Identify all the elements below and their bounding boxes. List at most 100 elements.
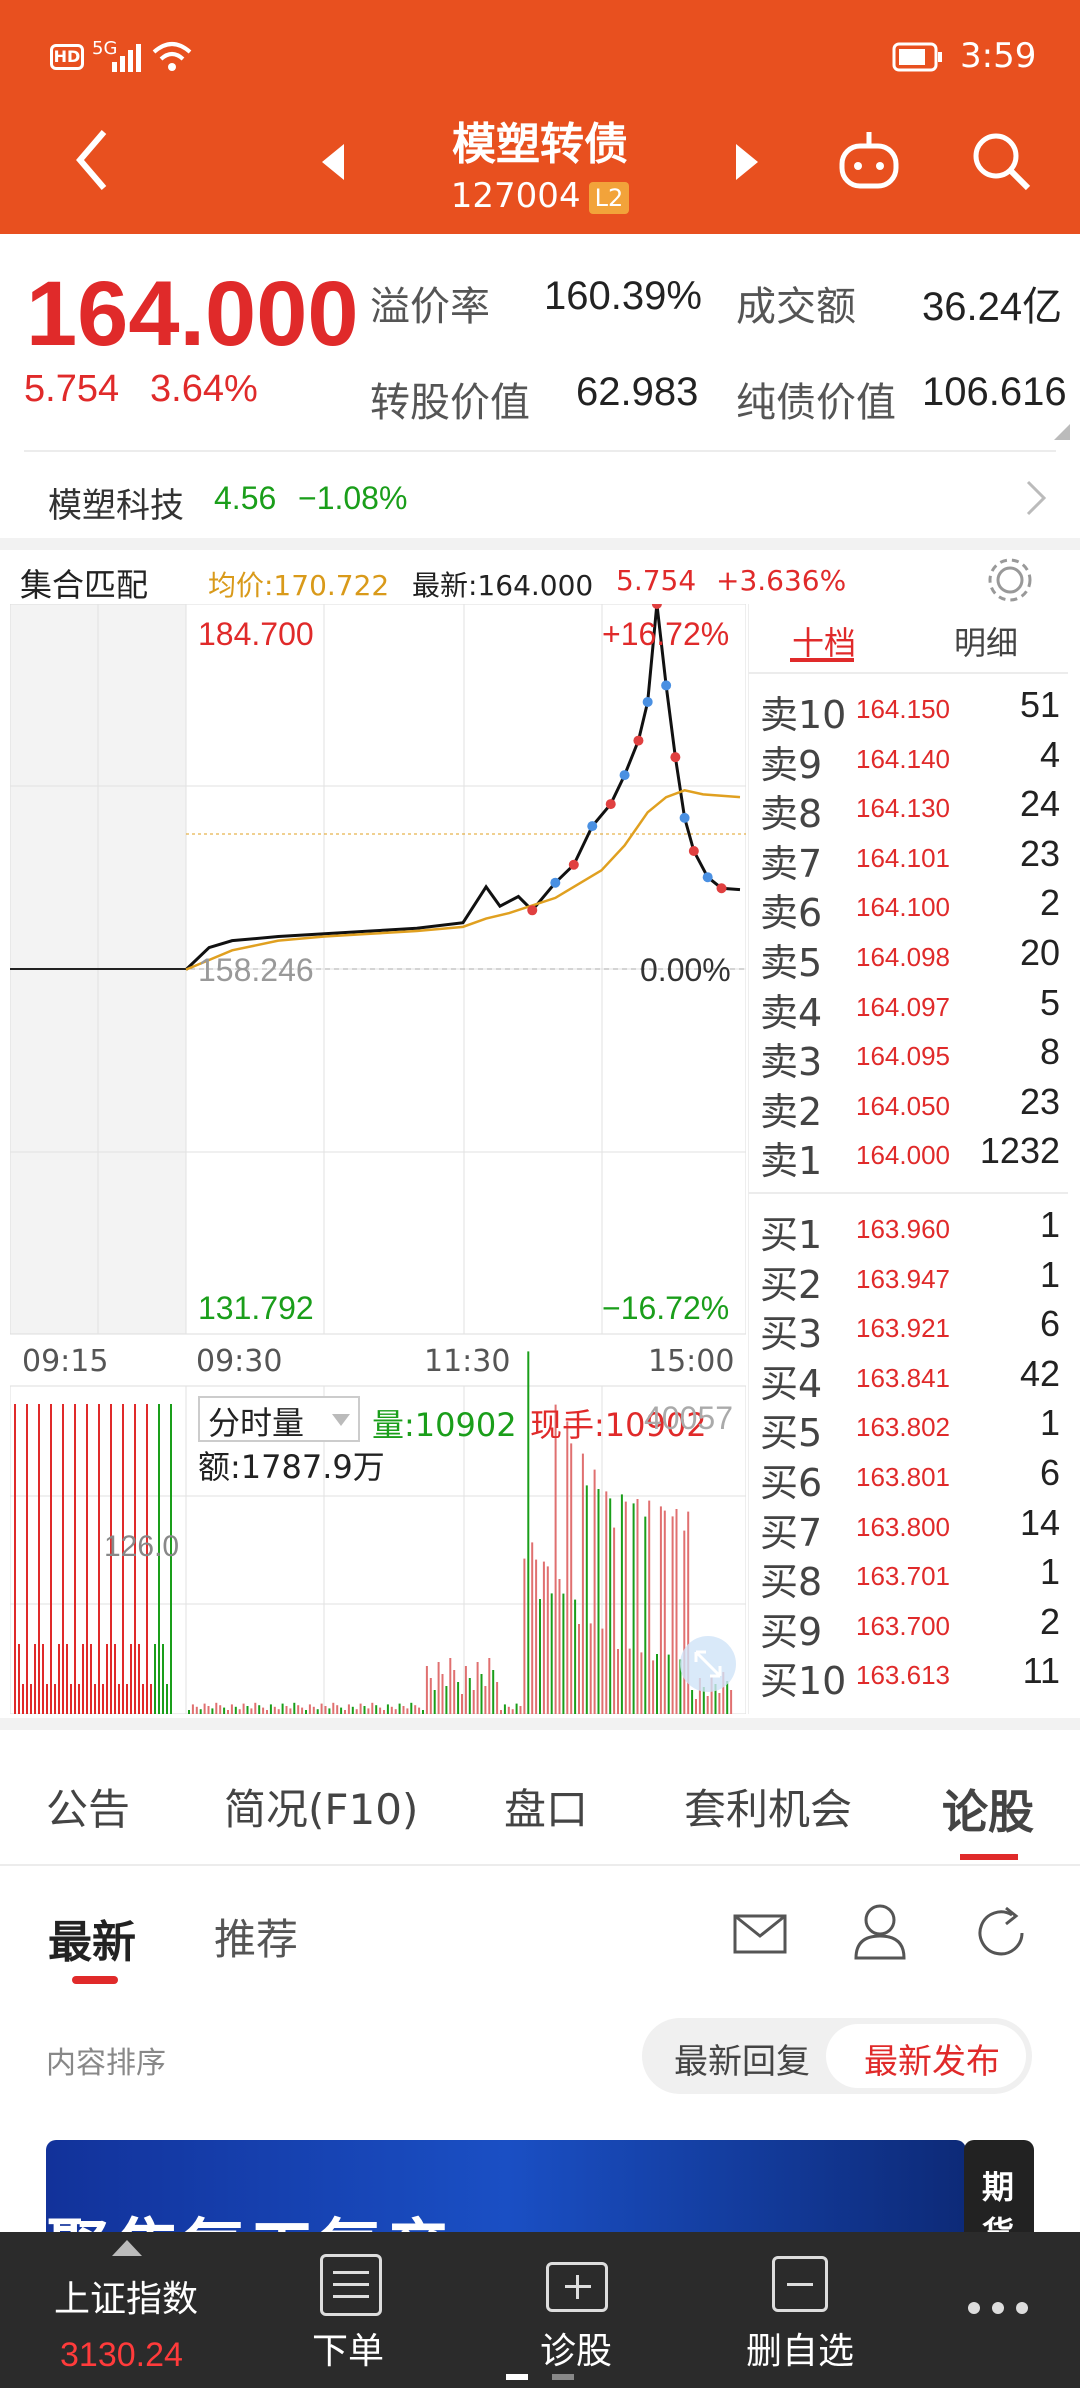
mail-icon[interactable]: [732, 1906, 788, 1962]
banner-side-tag[interactable]: 期货: [964, 2140, 1034, 2252]
news-banner[interactable]: 聚焦复工复产: [46, 2140, 966, 2240]
next-icon[interactable]: [732, 142, 762, 182]
bid-row[interactable]: 买8 163.701 1: [760, 1551, 1060, 1604]
volume-bar: [269, 1704, 272, 1714]
subtab-recommend[interactable]: 推荐: [214, 1915, 299, 1964]
order-book: [748, 604, 1068, 1714]
bid-row[interactable]: 买9 163.700 2: [760, 1601, 1060, 1654]
ask-volume: 24: [1019, 783, 1060, 825]
sort-latest-post[interactable]: 最新发布: [864, 2042, 1000, 2082]
ask-price: 164.098: [856, 942, 950, 972]
nav-remove-favorite[interactable]: 删自选: [746, 2331, 855, 2372]
volume-bar: [293, 1702, 296, 1714]
subtab-latest[interactable]: 最新: [48, 1917, 136, 1968]
ask-row[interactable]: 卖8 164.130 24: [760, 783, 1060, 836]
volume-bar: [273, 1706, 276, 1714]
tab-detail[interactable]: 明细: [954, 624, 1019, 662]
volume-bar: [683, 1530, 686, 1714]
sort-selected-bg: [826, 2024, 1026, 2088]
ask-row[interactable]: 卖5 164.098 20: [760, 932, 1060, 985]
tab-order-book[interactable]: 盘口: [504, 1785, 589, 1834]
volume-bar: [507, 1706, 510, 1714]
ask-row[interactable]: 卖3 164.095 8: [760, 1031, 1060, 1084]
volume-bar: [433, 1690, 436, 1714]
volume-bar: [457, 1682, 460, 1714]
ask-row[interactable]: 卖2 164.050 23: [760, 1081, 1060, 1134]
volume-bar: [617, 1649, 619, 1714]
ask-row[interactable]: 卖1 164.000 1232: [760, 1130, 1060, 1183]
volume-bar: [636, 1499, 639, 1714]
ask-row[interactable]: 卖9 164.140 4: [760, 734, 1060, 787]
ask-price: 164.050: [856, 1090, 950, 1121]
tab-discussion[interactable]: 论股: [942, 1785, 1034, 1839]
volume-bar: [418, 1707, 421, 1714]
prev-icon[interactable]: [318, 142, 348, 182]
trade-dot: [670, 752, 681, 763]
ask-row[interactable]: 卖10 164.150 51: [760, 684, 1060, 737]
user-icon[interactable]: [852, 1900, 908, 1962]
bottom-nav: [0, 2232, 1080, 2388]
index-name[interactable]: 上证指数: [54, 2279, 199, 2320]
volume-bar: [620, 1494, 623, 1714]
expand-icon[interactable]: [678, 1634, 738, 1694]
volume-bar: [289, 1708, 292, 1714]
bid-row[interactable]: 买10 163.613 11: [760, 1650, 1060, 1703]
volume-bar: [26, 1404, 28, 1714]
bid-row[interactable]: 买5 163.802 1: [760, 1402, 1060, 1455]
nav-diagnose[interactable]: 诊股: [540, 2331, 613, 2372]
volume-bar: [656, 1654, 658, 1714]
bid-level-label: 买10: [760, 1659, 847, 1704]
bid-price: 163.802: [856, 1412, 950, 1443]
bid-row[interactable]: 买2 163.947 1: [760, 1254, 1060, 1307]
volume-bar: [609, 1498, 612, 1714]
back-icon[interactable]: [72, 128, 112, 192]
bid-row[interactable]: 买1 163.960 1: [760, 1204, 1060, 1257]
gear-icon[interactable]: [984, 554, 1036, 606]
volume-bar: [546, 1566, 549, 1714]
volume-bar: [476, 1662, 479, 1714]
ask-row[interactable]: 卖7 164.101 23: [760, 833, 1060, 886]
remove-favorite-icon[interactable]: [772, 2256, 828, 2312]
volume-bar: [150, 1684, 152, 1714]
diagnose-icon[interactable]: [546, 2262, 608, 2312]
trade-dot: [661, 680, 672, 691]
tab-ten-levels[interactable]: 十档: [792, 624, 857, 662]
divider: [24, 450, 1056, 452]
more-icon[interactable]: [966, 2300, 1030, 2316]
bid-row[interactable]: 买6 163.801 6: [760, 1452, 1060, 1505]
chart-low-label: 131.792: [198, 1290, 314, 1326]
bid-row[interactable]: 买4 163.841 42: [760, 1353, 1060, 1406]
tab-arbitrage[interactable]: 套利机会: [684, 1785, 853, 1834]
search-icon[interactable]: [968, 128, 1034, 194]
intraday-chart[interactable]: [10, 604, 746, 1714]
volume-bar: [308, 1704, 311, 1714]
bid-row[interactable]: 买3 163.921 6: [760, 1303, 1060, 1356]
volume-bar: [50, 1404, 52, 1714]
ask-row[interactable]: 卖6 164.100 2: [760, 882, 1060, 935]
tab-profile[interactable]: 简况(F10): [224, 1785, 419, 1834]
volume-bar: [527, 1351, 530, 1714]
refresh-icon[interactable]: [972, 1904, 1030, 1962]
bid-price: 163.701: [856, 1561, 950, 1592]
volume-mode-select[interactable]: 分时量: [198, 1396, 360, 1442]
volume-bar: [78, 1684, 80, 1714]
volume-bar: [22, 1684, 24, 1714]
volume-bar: [718, 1693, 721, 1714]
volume-bar: [297, 1705, 300, 1714]
nav-order[interactable]: 下单: [312, 2331, 385, 2372]
bid-row[interactable]: 买7 163.800 14: [760, 1502, 1060, 1555]
sort-latest-reply[interactable]: 最新回复: [674, 2042, 810, 2082]
ask-volume: 8: [1039, 1031, 1060, 1073]
tab-announcement[interactable]: 公告: [46, 1785, 131, 1834]
ask-row[interactable]: 卖4 164.097 5: [760, 982, 1060, 1035]
volume-bar: [324, 1706, 327, 1714]
chevron-up-icon[interactable]: [112, 2240, 142, 2256]
robot-icon[interactable]: [836, 128, 902, 194]
volume-bar: [480, 1674, 483, 1714]
volume-bar: [698, 1678, 701, 1714]
volume-bar: [188, 1710, 190, 1714]
ask-volume: 1232: [979, 1130, 1060, 1172]
order-icon[interactable]: [320, 2254, 382, 2316]
series-line-price: [184, 604, 741, 971]
volume-bar: [585, 1485, 588, 1714]
